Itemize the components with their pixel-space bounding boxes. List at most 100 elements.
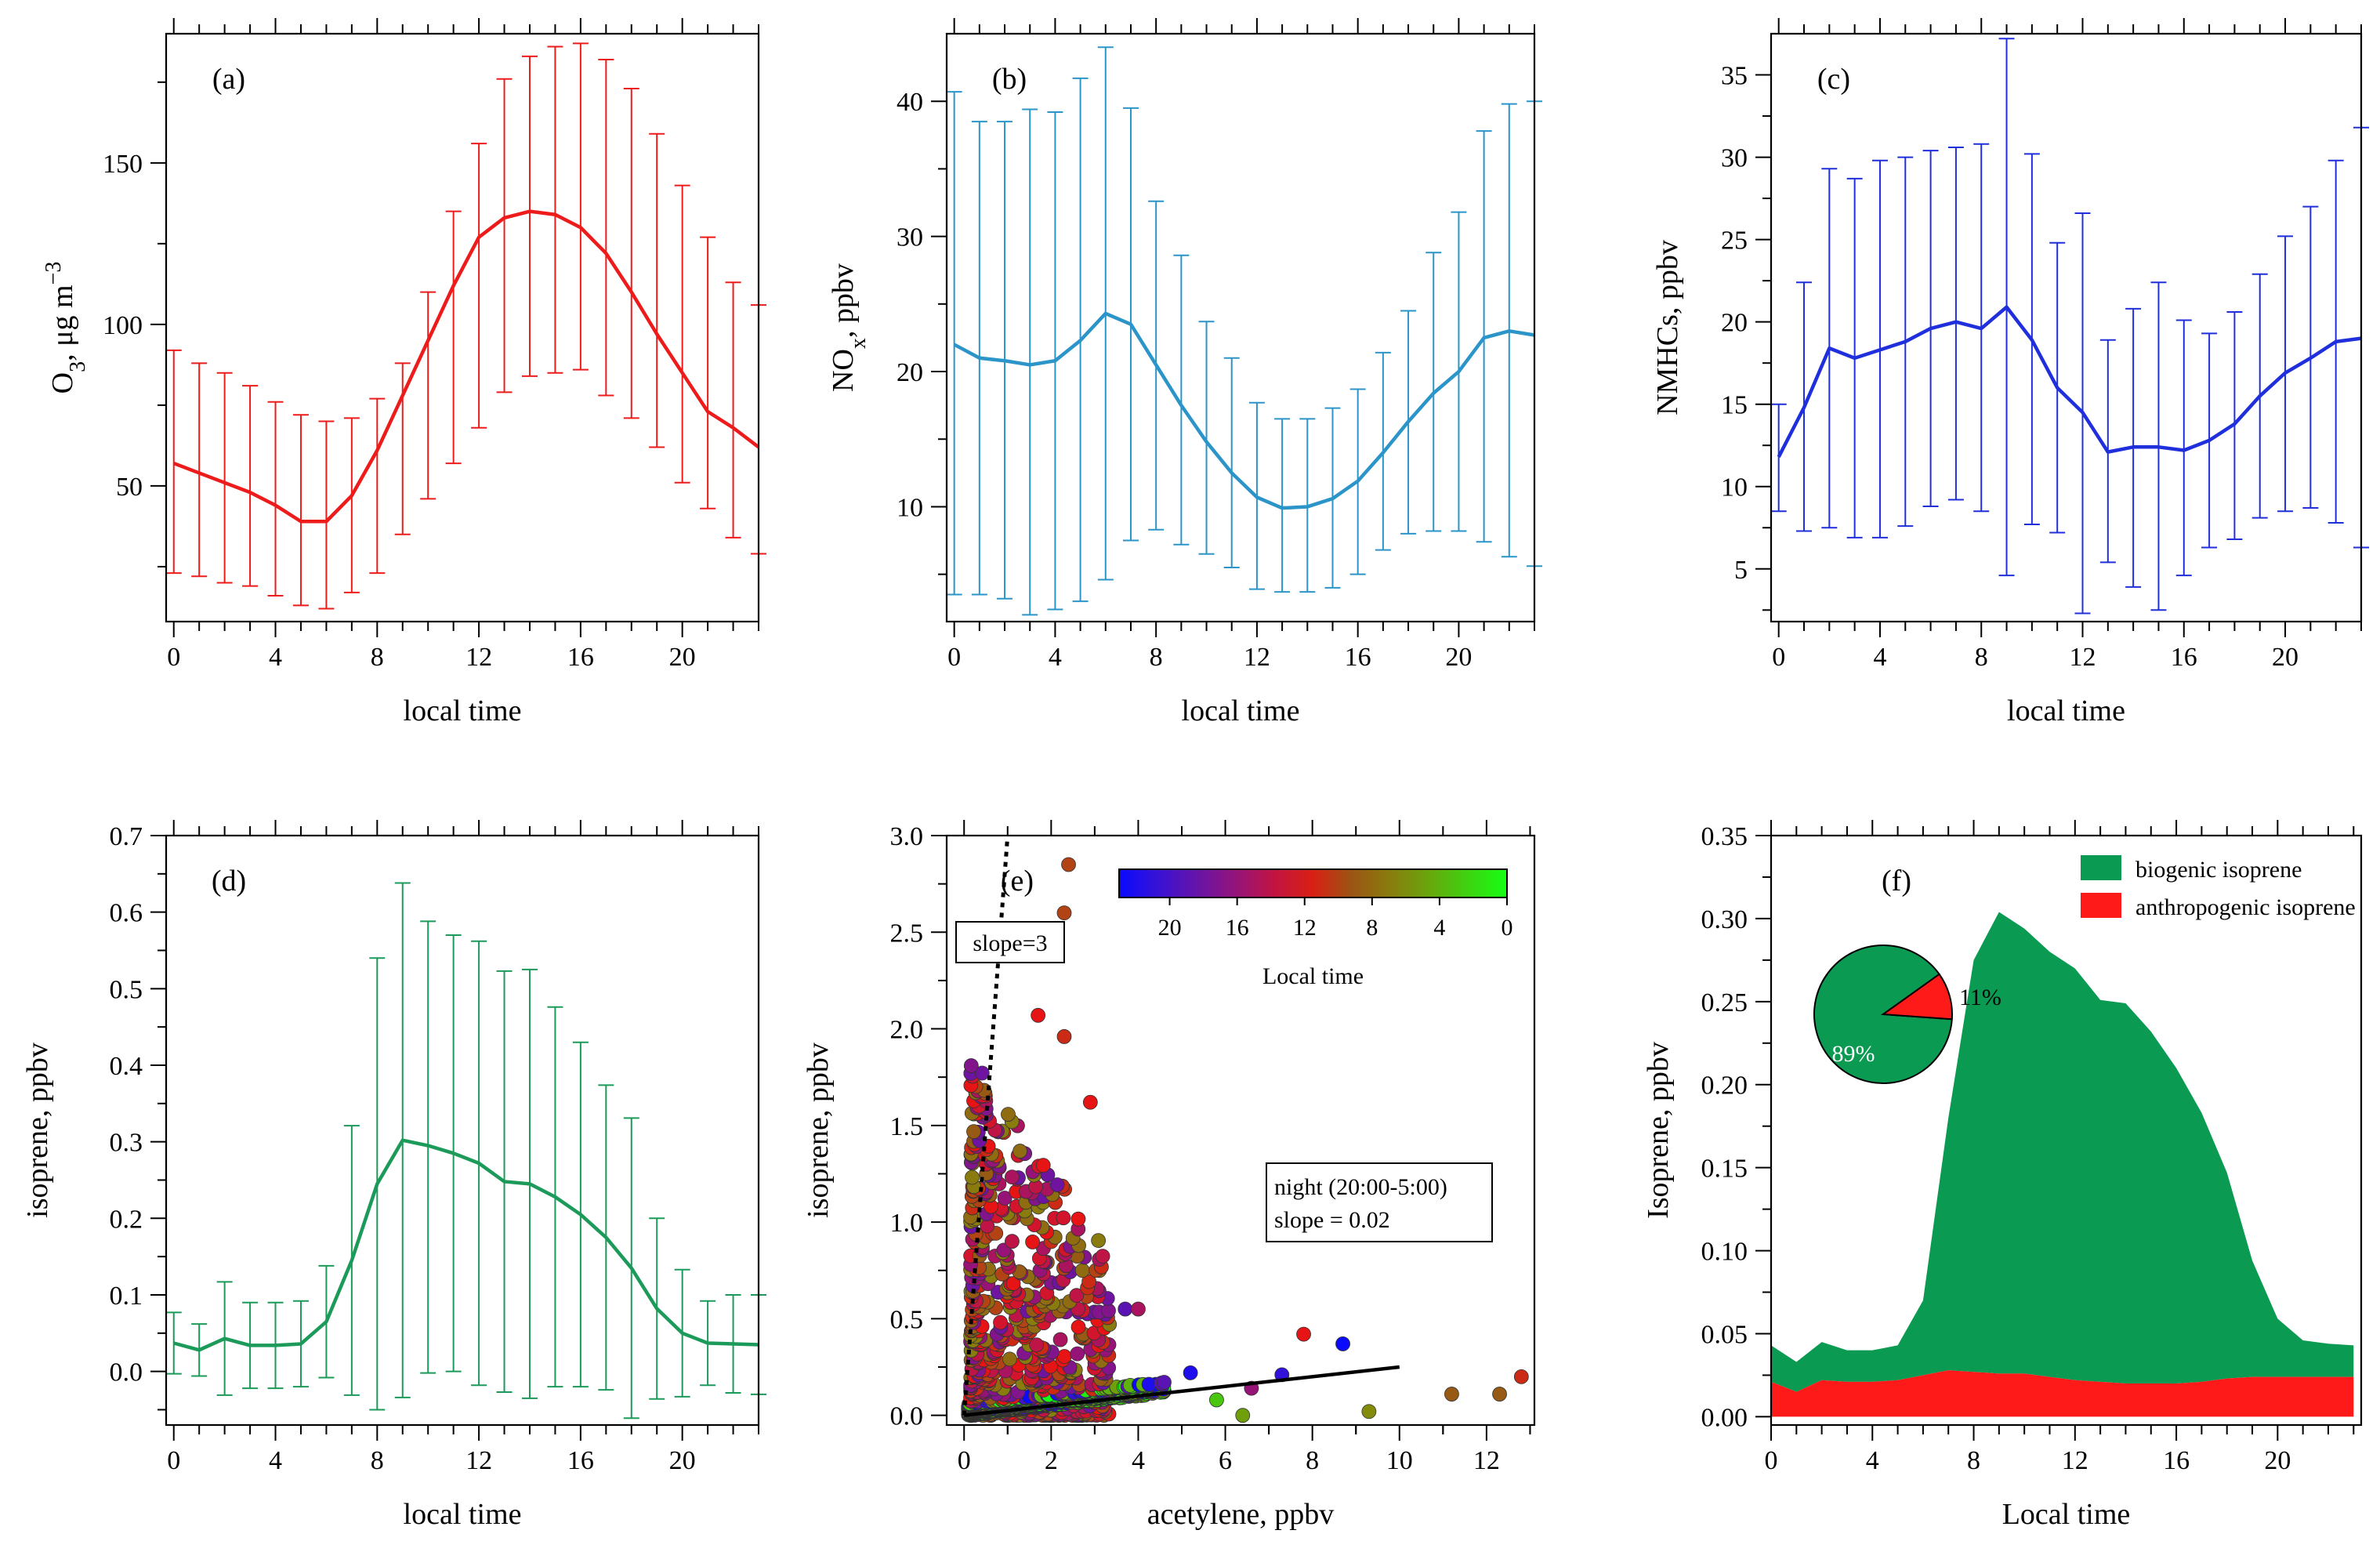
scatter-point [997, 1191, 1012, 1206]
pie-label-anthropogenic: 11% [1959, 985, 2001, 1010]
x-tick-label: 0 [958, 1446, 971, 1475]
error-bar [700, 236, 716, 509]
x-tick-label: 20 [2264, 1446, 2291, 1475]
x-tick-label: 20 [2272, 643, 2298, 672]
scatter-point [1444, 1387, 1459, 1402]
scatter-point [1005, 1276, 1021, 1291]
x-tick-label: 16 [567, 1446, 594, 1475]
scatter-point [1074, 1263, 1090, 1278]
x-tick-label: 20 [669, 643, 696, 672]
scatter-point [1056, 1029, 1072, 1044]
plot-frame [945, 32, 1536, 623]
scatter-point [993, 1314, 1008, 1330]
colorbar-tick-label: 20 [1158, 915, 1182, 941]
scatter-point [1235, 1408, 1251, 1423]
scatter-point [1361, 1404, 1377, 1420]
y-label-part: O [46, 372, 79, 393]
scatter-point [1141, 1376, 1157, 1392]
plot-frame [1770, 32, 2363, 623]
scatter-point [1101, 1303, 1116, 1318]
y-tick-label: 10 [897, 493, 923, 522]
x-axis-label: local time [404, 694, 522, 727]
scatter-point [1070, 1211, 1086, 1227]
y-tick-label: 25 [1721, 227, 1748, 256]
x-tick-label: 0 [1772, 643, 1785, 672]
x-tick-label: 4 [1132, 1446, 1145, 1475]
y-axis-label: O3, μg m−3 [42, 262, 90, 394]
error-bar [242, 385, 259, 587]
y-tick-label: 30 [1721, 144, 1748, 173]
scatter-point [965, 1169, 980, 1185]
scatter-point [1157, 1375, 1172, 1390]
scatter-point [1061, 857, 1076, 872]
x-tick-label: 0 [167, 1446, 180, 1475]
y-tick-label: 0.15 [1701, 1155, 1748, 1184]
y-label-sub: x [846, 338, 871, 349]
error-bar [674, 184, 690, 484]
scatter-points [961, 857, 1529, 1423]
scatter-point [1209, 1392, 1224, 1408]
scatter-point [1002, 1351, 1017, 1367]
y-tick-label: 0.30 [1701, 905, 1748, 934]
y-tick-label: 2.5 [890, 919, 924, 948]
error-bar [649, 132, 665, 448]
error-bar [725, 281, 741, 538]
error-bar [623, 88, 639, 419]
y-label-part: NO [827, 349, 860, 392]
night-label: night (20:00-5:00) [1274, 1174, 1447, 1200]
mean-line [173, 1138, 759, 1352]
x-axis-label: acetylene, ppbv [1147, 1498, 1334, 1531]
x-tick-label: 16 [567, 643, 594, 672]
x-axis-label: local time [404, 1498, 522, 1531]
y-tick-label: 0.20 [1701, 1072, 1748, 1101]
colorbar-tick-label: 0 [1502, 915, 1513, 941]
error-bar [191, 362, 208, 578]
panel-label: (f) [1882, 865, 1911, 897]
x-tick-label: 0 [947, 643, 961, 672]
y-axis-label: isoprene, ppbv [802, 1043, 835, 1218]
panel-b: 0 4 8 12 16 20 10 20 30 40 local time NOx, ppbv (b) [827, 18, 1542, 727]
scatter-point [963, 1058, 979, 1073]
mean-line [1777, 305, 2362, 458]
y-tick-label: 0.10 [1701, 1238, 1748, 1267]
y-tick-label: 3.0 [890, 822, 924, 851]
y-tick-label: 0.0 [110, 1358, 143, 1387]
scatter-point [1131, 1301, 1146, 1317]
x-tick-label: 6 [1219, 1446, 1232, 1475]
scatter-point [1095, 1249, 1110, 1264]
y-tick-label: 0.5 [890, 1305, 924, 1334]
plot-frame [165, 834, 760, 1427]
y-tick-label: 30 [897, 223, 923, 252]
y-label-part: , ppbv [827, 263, 860, 338]
error-bar [318, 420, 335, 610]
x-tick-label: 12 [1473, 1446, 1500, 1475]
x-tick-label: 0 [1765, 1446, 1778, 1475]
x-tick-label: 12 [2070, 643, 2096, 672]
error-bar [369, 397, 386, 575]
x-tick-label: 8 [1967, 1446, 1980, 1475]
x-tick-label: 12 [465, 643, 492, 672]
y-tick-label: 0.0 [890, 1402, 924, 1431]
x-tick-label: 4 [1049, 643, 1062, 672]
pie-label-biogenic: 89% [1832, 1041, 1875, 1067]
legend-swatch-biogenic [2081, 855, 2121, 880]
scatter-point [1031, 1007, 1046, 1023]
x-tick-label: 12 [465, 1446, 492, 1475]
y-tick-label: 0.6 [110, 899, 143, 928]
plot-frame [1770, 834, 2363, 1427]
error-bar [343, 417, 360, 593]
y-tick-label: 0.25 [1701, 988, 1748, 1017]
night-fit-line [963, 1365, 1400, 1417]
pie-slice-anthropogenic [1881, 973, 1953, 1021]
y-label-sub: 3 [66, 361, 90, 372]
x-tick-label: 4 [1866, 1446, 1879, 1475]
x-tick-label: 4 [269, 1446, 282, 1475]
panel-label: (c) [1817, 63, 1850, 96]
y-tick-label: 50 [116, 473, 143, 502]
colorbar-label: Local time [1262, 963, 1364, 989]
y-axis-label: Isoprene, ppbv [1642, 1042, 1675, 1219]
y-tick-label: 1.0 [890, 1209, 924, 1238]
plot-frame [945, 834, 1536, 1427]
scatter-point [1296, 1326, 1311, 1342]
